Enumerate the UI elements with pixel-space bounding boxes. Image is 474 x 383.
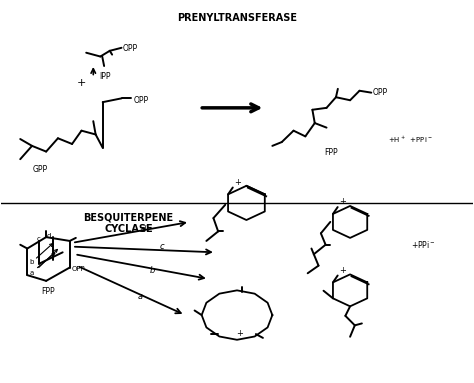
- Text: d: d: [46, 233, 51, 239]
- Text: +PPi$^-$: +PPi$^-$: [411, 239, 436, 250]
- Text: +: +: [339, 266, 346, 275]
- Text: GPP: GPP: [33, 165, 48, 174]
- Text: FPP: FPP: [324, 148, 338, 157]
- Text: a: a: [138, 292, 143, 301]
- Text: c: c: [159, 242, 164, 251]
- Text: +: +: [77, 78, 86, 88]
- Text: IPP: IPP: [100, 72, 111, 81]
- Text: +H$^+$  +PPi$^-$: +H$^+$ +PPi$^-$: [388, 134, 432, 145]
- Text: +: +: [339, 197, 346, 206]
- Text: a: a: [30, 270, 34, 276]
- Text: FPP: FPP: [42, 287, 55, 296]
- Text: c: c: [36, 236, 41, 242]
- Text: b: b: [30, 259, 34, 265]
- Text: OPP: OPP: [133, 96, 148, 105]
- Text: BESQUITERPENE
CYCLASE: BESQUITERPENE CYCLASE: [83, 213, 173, 234]
- Text: d: d: [140, 225, 146, 234]
- Text: PRENYLTRANSFERASE: PRENYLTRANSFERASE: [177, 13, 297, 23]
- Text: +: +: [236, 329, 243, 338]
- Text: +: +: [234, 178, 241, 187]
- Text: OPP: OPP: [123, 44, 138, 52]
- Text: b: b: [150, 266, 155, 275]
- Text: OPP: OPP: [372, 88, 387, 97]
- Text: OPP: OPP: [71, 267, 85, 272]
